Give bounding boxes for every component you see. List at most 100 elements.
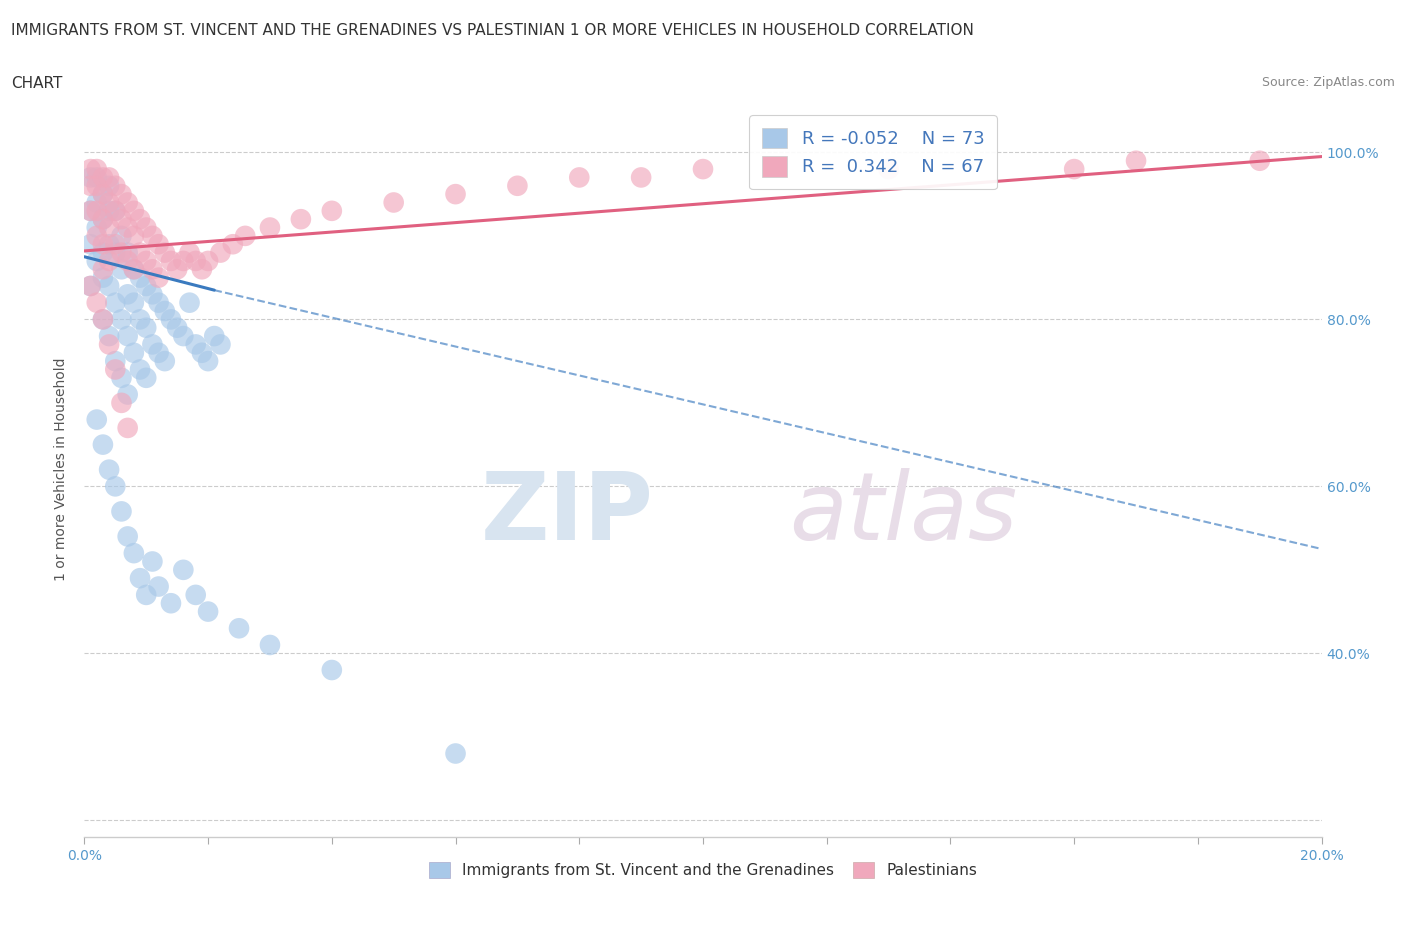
Point <box>290 212 312 227</box>
Point <box>209 246 232 260</box>
Point <box>153 353 176 368</box>
Point <box>184 588 207 603</box>
Point <box>110 187 132 202</box>
Point <box>166 320 188 335</box>
Point <box>79 204 101 219</box>
Point <box>86 162 108 177</box>
Point <box>141 554 163 569</box>
Point <box>222 237 245 252</box>
Point <box>110 229 132 244</box>
Point <box>91 271 114 286</box>
Point <box>104 295 127 310</box>
Text: Source: ZipAtlas.com: Source: ZipAtlas.com <box>1261 76 1395 89</box>
Point <box>1249 153 1271 168</box>
Point <box>148 271 170 286</box>
Point <box>86 179 108 193</box>
Point <box>117 387 139 402</box>
Text: CHART: CHART <box>11 76 63 91</box>
Point <box>86 254 108 269</box>
Point <box>259 220 281 235</box>
Point <box>104 237 127 252</box>
Point <box>104 353 127 368</box>
Point <box>86 204 108 219</box>
Point <box>98 254 121 269</box>
Point <box>91 312 114 326</box>
Point <box>135 370 157 385</box>
Point <box>104 179 127 193</box>
Point <box>1125 153 1147 168</box>
Point <box>110 504 132 519</box>
Point <box>122 204 145 219</box>
Point <box>91 212 114 227</box>
Point <box>98 337 121 352</box>
Point <box>135 320 157 335</box>
Point <box>122 229 145 244</box>
Point <box>148 237 170 252</box>
Point <box>166 262 188 277</box>
Point <box>160 312 183 326</box>
Y-axis label: 1 or more Vehicles in Household: 1 or more Vehicles in Household <box>55 358 69 581</box>
Point <box>79 170 101 185</box>
Point <box>129 571 152 586</box>
Point <box>184 337 207 352</box>
Point <box>79 179 101 193</box>
Point <box>506 179 529 193</box>
Point <box>160 596 183 611</box>
Point <box>135 254 157 269</box>
Point <box>117 420 139 435</box>
Point <box>321 662 343 677</box>
Point <box>104 362 127 377</box>
Point <box>117 246 139 260</box>
Point <box>98 220 121 235</box>
Point <box>91 170 114 185</box>
Point <box>191 262 214 277</box>
Point <box>233 229 256 244</box>
Point <box>110 395 132 410</box>
Point <box>228 621 250 636</box>
Point <box>110 262 132 277</box>
Point <box>104 479 127 494</box>
Point <box>79 279 101 294</box>
Point <box>117 328 139 343</box>
Point <box>160 254 183 269</box>
Point <box>148 295 170 310</box>
Point <box>110 370 132 385</box>
Point <box>86 295 108 310</box>
Point <box>141 286 163 301</box>
Point <box>86 170 108 185</box>
Point <box>91 437 114 452</box>
Point <box>79 204 101 219</box>
Point <box>122 262 145 277</box>
Point <box>129 271 152 286</box>
Point <box>117 254 139 269</box>
Text: atlas: atlas <box>790 468 1018 559</box>
Point <box>104 246 127 260</box>
Point <box>117 286 139 301</box>
Point <box>117 220 139 235</box>
Point <box>122 262 145 277</box>
Point <box>110 246 132 260</box>
Point <box>104 204 127 219</box>
Point <box>110 312 132 326</box>
Point <box>153 246 176 260</box>
Point <box>86 220 108 235</box>
Point <box>117 195 139 210</box>
Point <box>172 328 194 343</box>
Point <box>172 563 194 578</box>
Point <box>202 328 225 343</box>
Point <box>179 295 201 310</box>
Point <box>135 588 157 603</box>
Point <box>129 212 152 227</box>
Text: ZIP: ZIP <box>481 468 654 560</box>
Point <box>191 345 214 360</box>
Point <box>91 312 114 326</box>
Point <box>79 279 101 294</box>
Point <box>209 337 232 352</box>
Point <box>141 337 163 352</box>
Point <box>197 353 219 368</box>
Point <box>110 212 132 227</box>
Point <box>122 345 145 360</box>
Point <box>79 237 101 252</box>
Point <box>259 638 281 653</box>
Point <box>98 179 121 193</box>
